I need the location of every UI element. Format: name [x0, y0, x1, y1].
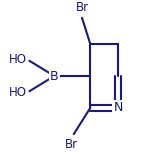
Text: N: N [113, 101, 123, 114]
Text: B: B [50, 69, 59, 83]
Text: Br: Br [64, 138, 77, 151]
Text: Br: Br [76, 1, 89, 14]
Text: HO: HO [9, 53, 27, 66]
Text: HO: HO [9, 86, 27, 99]
